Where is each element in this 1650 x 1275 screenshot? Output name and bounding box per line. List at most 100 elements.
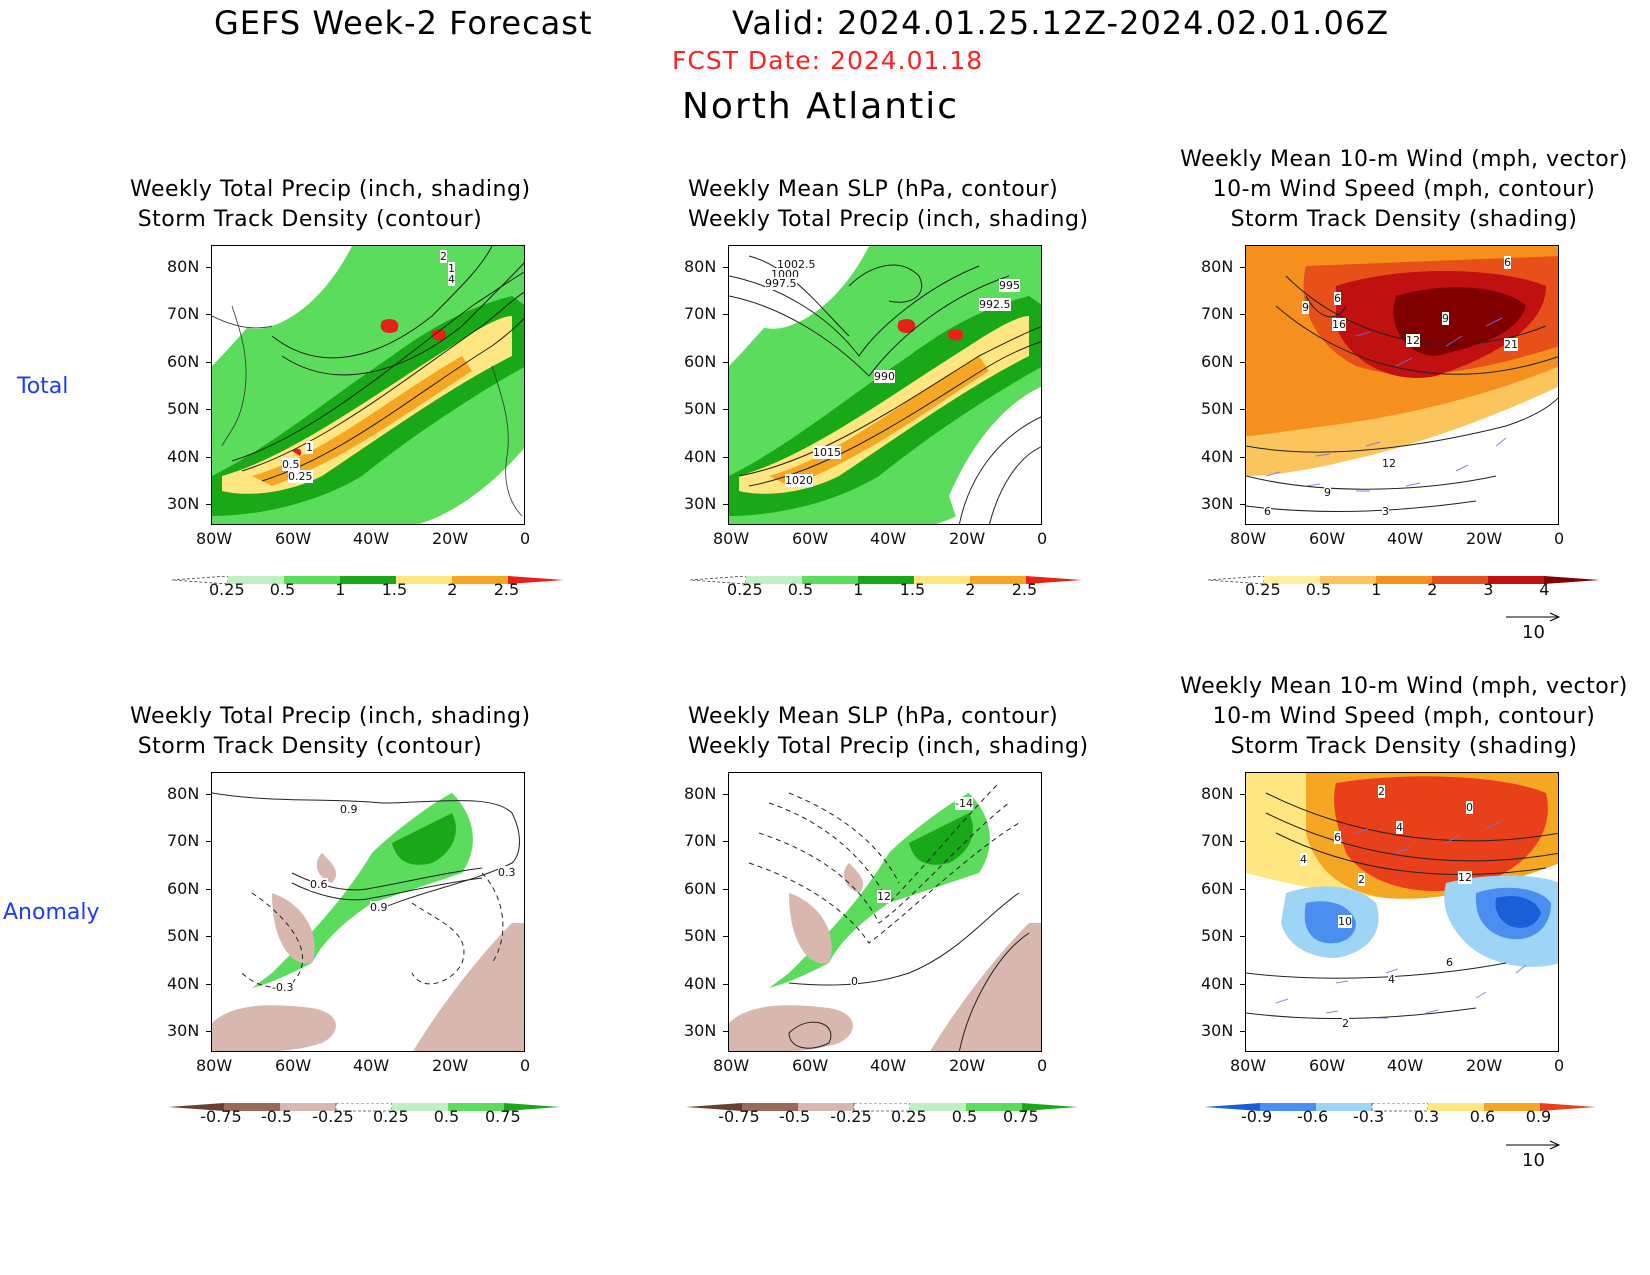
panel-4-title-line2: Storm Track Density (contour) — [137, 734, 483, 759]
lon-tick-label: 80W — [1230, 1056, 1267, 1075]
map-panel-2: 1002.5 1000 997.5 995 992.5 990 1015 102… — [728, 245, 1042, 525]
lat-tick-label: 70N — [167, 831, 200, 850]
contour-label: 6 — [1446, 956, 1453, 969]
colorbar-segment — [224, 1103, 280, 1111]
colorbar-segment — [1264, 576, 1320, 584]
colorbar-label: 0.9 — [1525, 1107, 1552, 1126]
colorbar-precip-total: 0.25 0.5 1 1.5 2 2.5 — [171, 571, 574, 599]
colorbar-label: 2 — [965, 580, 976, 599]
panel-6-title-line2: 10-m Wind Speed (mph, contour) — [1212, 704, 1596, 729]
colorbar-label: 1.5 — [381, 580, 408, 599]
contour-label: 16 — [1332, 318, 1346, 331]
colorbar-segment — [1428, 1103, 1484, 1111]
map-panel-3: 6 9 6 16 9 12 21 12 9 6 3 — [1245, 245, 1559, 525]
lat-tick-mark — [206, 936, 211, 937]
colorbar-segment — [910, 1103, 966, 1111]
panel-2-title: Weekly Mean SLP (hPa, contour) Weekly To… — [688, 175, 1088, 235]
lon-tick-label: 20W — [432, 529, 469, 548]
colorbar-segment — [1544, 576, 1600, 584]
colorbar-label: 4 — [1539, 580, 1550, 599]
contour-label: 4 — [1300, 853, 1307, 866]
colorbar-label: 0.75 — [485, 1107, 521, 1126]
lat-tick-mark — [206, 1031, 211, 1032]
lon-tick-label: 0 — [1554, 529, 1565, 548]
colorbar-label: 1 — [1371, 580, 1382, 599]
lat-tick-label: 80N — [684, 784, 717, 803]
contour-label: 12 — [1458, 871, 1472, 884]
lat-tick-label: 30N — [684, 494, 717, 513]
lat-tick-label: 70N — [684, 831, 717, 850]
map-panel-4: 0.9 0.6 0.9 0.3 -0.3 — [211, 772, 525, 1052]
lat-tick-mark — [1240, 314, 1245, 315]
lon-tick-label: 0 — [520, 529, 531, 548]
lat-tick-label: 50N — [167, 399, 200, 418]
colorbar-label: 0.5 — [433, 1107, 460, 1126]
colorbar-label: -0.5 — [779, 1107, 811, 1126]
panel-1-title: Weekly Total Precip (inch, shading) Stor… — [130, 175, 530, 235]
lon-tick-label: 80W — [713, 529, 750, 548]
contour-label: 990 — [874, 370, 895, 383]
lat-tick-label: 30N — [684, 1021, 717, 1040]
contour-label: 0.5 — [282, 458, 300, 471]
lat-tick-mark — [1240, 409, 1245, 410]
colorbar-segment — [1376, 576, 1432, 584]
lat-tick-mark — [1240, 794, 1245, 795]
valid-period: Valid: 2024.01.25.12Z-2024.02.01.06Z — [732, 4, 1390, 42]
contour-label: 2 — [440, 250, 447, 263]
lat-tick-label: 40N — [684, 447, 717, 466]
lon-tick-label: 40W — [870, 529, 907, 548]
lat-tick-label: 60N — [167, 352, 200, 371]
contour-label: 12 — [1406, 334, 1420, 347]
lon-tick-label: 20W — [1466, 1056, 1503, 1075]
wind-scale-arrow-total — [1506, 608, 1562, 622]
lat-tick-mark — [206, 409, 211, 410]
colorbar-segment — [798, 1103, 854, 1111]
contour-label: 0.3 — [498, 866, 516, 879]
lon-tick-label: 20W — [949, 1056, 986, 1075]
contour-label: 9 — [1302, 301, 1309, 314]
lon-tick-label: 40W — [353, 529, 390, 548]
contour-label: 6 — [1334, 292, 1341, 305]
colorbar-segment — [504, 1103, 560, 1111]
lon-tick-label: 0 — [1554, 1056, 1565, 1075]
contour-label: 4 — [1396, 821, 1403, 834]
contour-label: 0 — [1466, 801, 1473, 814]
lat-tick-label: 50N — [684, 926, 717, 945]
panel-1-title-line1: Weekly Total Precip (inch, shading) — [130, 177, 531, 202]
panel-3-title: Weekly Mean 10-m Wind (mph, vector) 10-m… — [1164, 145, 1644, 235]
colorbar-label: 0.25 — [373, 1107, 409, 1126]
lat-tick-mark — [1240, 504, 1245, 505]
lat-tick-mark — [1240, 1031, 1245, 1032]
map-panel-3-drawing — [1246, 246, 1558, 512]
lat-tick-mark — [723, 889, 728, 890]
forecast-title: GEFS Week-2 Forecast — [214, 4, 593, 42]
map-panel-5: -14 12 0 — [728, 772, 1042, 1052]
colorbar-label: 1.5 — [899, 580, 926, 599]
lat-tick-mark — [723, 504, 728, 505]
colorbar-label: -0.75 — [200, 1107, 242, 1126]
lat-tick-mark — [723, 936, 728, 937]
lon-tick-label: 60W — [792, 1056, 829, 1075]
wind-scale-label-anomaly: 10 — [1522, 1150, 1545, 1171]
colorbar-segment — [802, 576, 858, 584]
lon-tick-label: 80W — [713, 1056, 750, 1075]
colorbar-segment — [1432, 576, 1488, 584]
colorbar-segment — [392, 1103, 448, 1111]
colorbar-precip-total: 0.25 0.5 1 1.5 2 2.5 — [689, 571, 1092, 599]
lat-tick-mark — [723, 984, 728, 985]
colorbar-segment — [280, 1103, 336, 1111]
region-title: North Atlantic — [682, 86, 960, 127]
lon-tick-label: 40W — [1387, 1056, 1424, 1075]
panel-3-title-line1: Weekly Mean 10-m Wind (mph, vector) — [1180, 147, 1628, 172]
contour-label: 1002.5 — [777, 258, 816, 271]
colorbar-label: 0.6 — [1469, 1107, 1496, 1126]
colorbar-label: 0.25 — [727, 580, 763, 599]
panel-4-title: Weekly Total Precip (inch, shading) Stor… — [130, 702, 530, 762]
contour-label: 0.6 — [310, 878, 328, 891]
lon-tick-label: 0 — [1037, 529, 1048, 548]
colorbar-segment — [858, 576, 914, 584]
colorbar-segment — [228, 576, 284, 584]
lon-tick-label: 40W — [870, 1056, 907, 1075]
lat-tick-label: 60N — [684, 352, 717, 371]
lat-tick-label: 30N — [167, 494, 200, 513]
